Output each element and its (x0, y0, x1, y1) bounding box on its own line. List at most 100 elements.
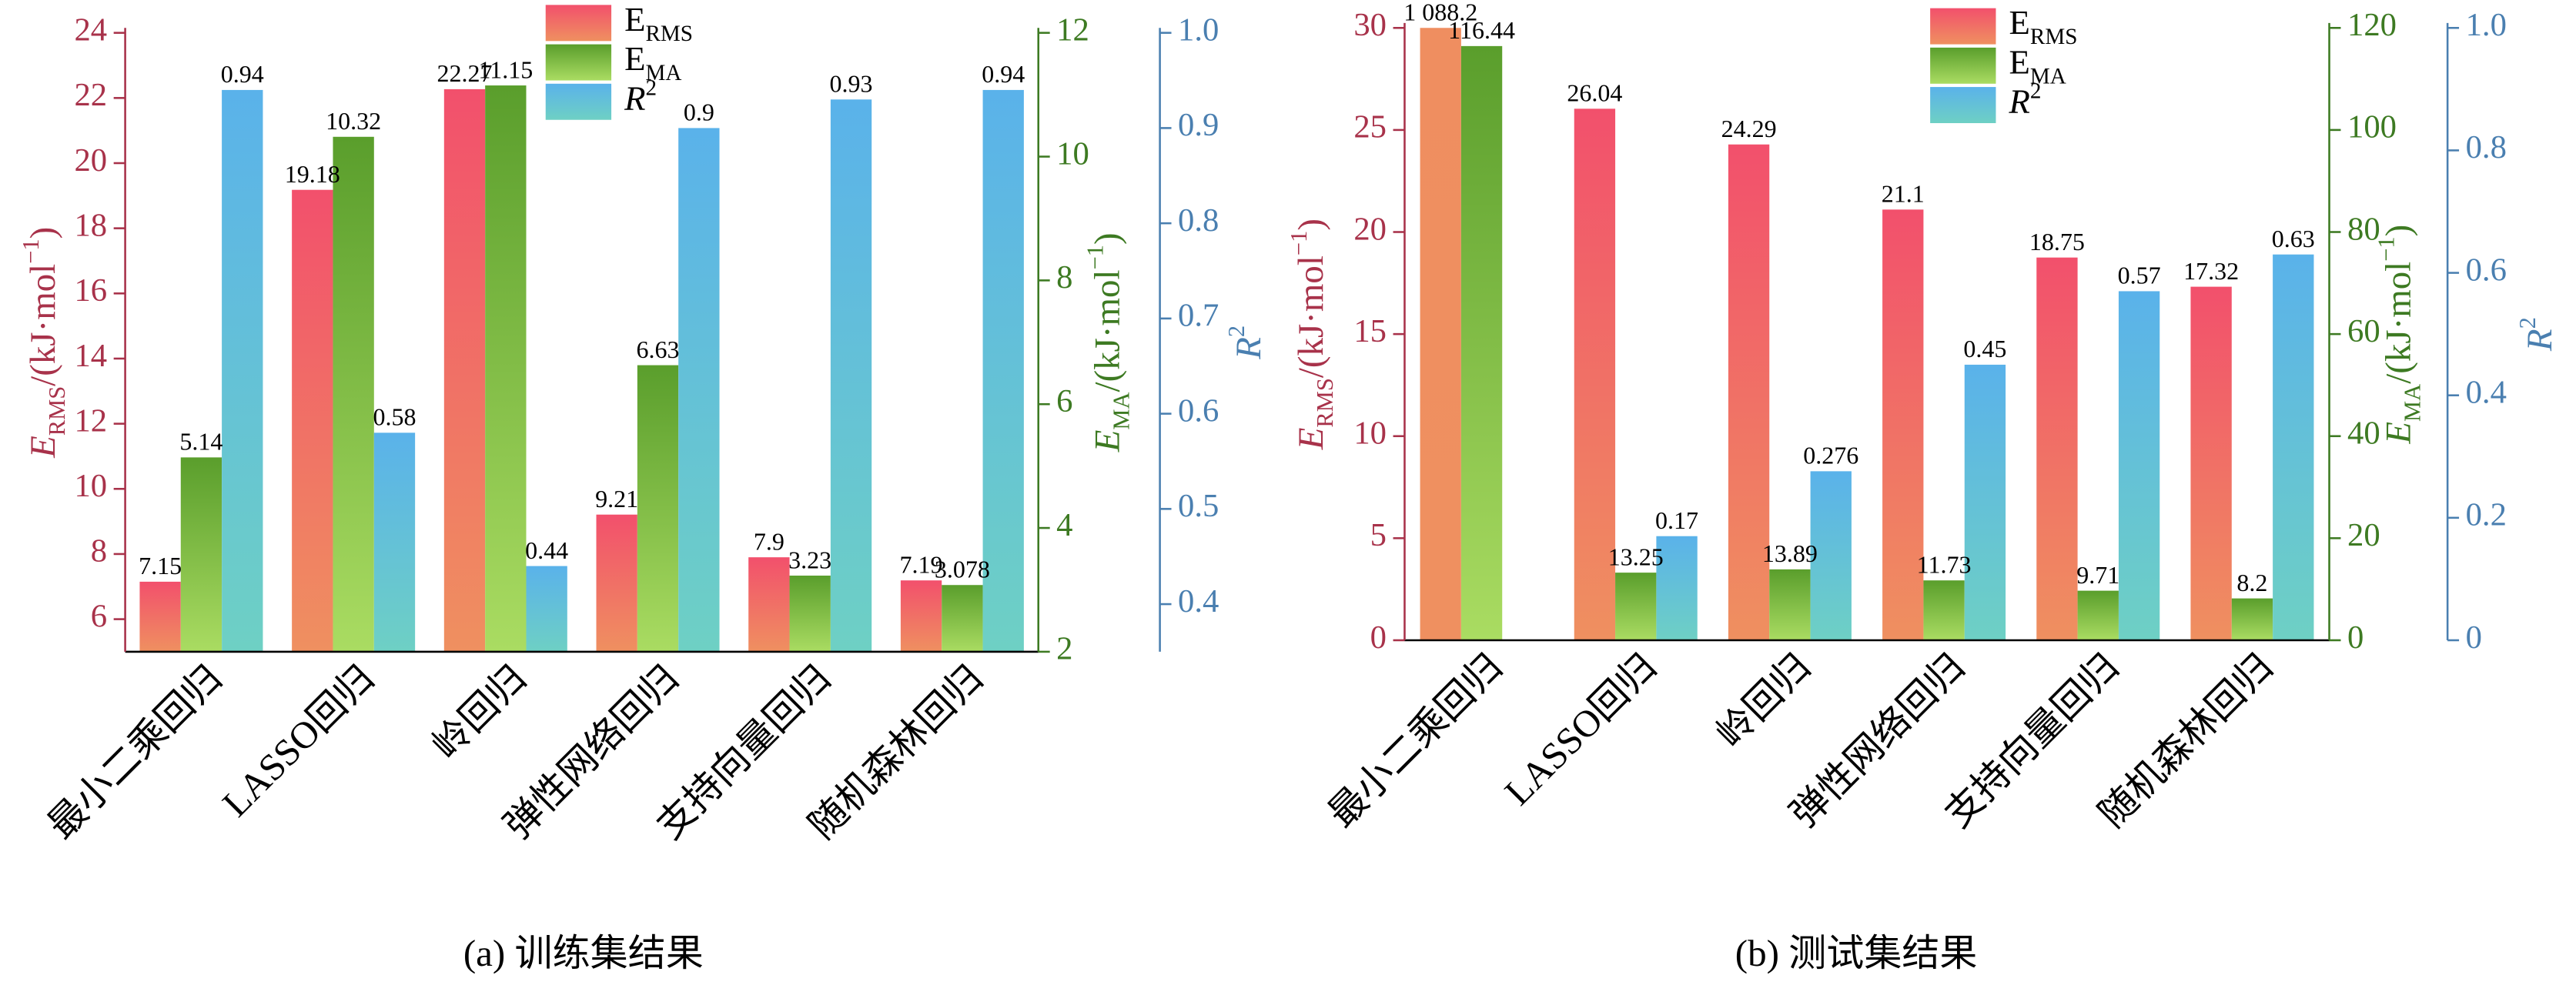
data-label: 0.93 (830, 70, 873, 98)
y-tick-label: 6 (91, 598, 107, 634)
bar (2077, 590, 2119, 640)
legend-swatch (1930, 47, 1996, 84)
text-part: E (2009, 43, 2030, 82)
y3-axis-label: R2 (2514, 317, 2560, 352)
x-tick-label: 岭回归 (1708, 646, 1818, 756)
text-part: R (624, 79, 645, 118)
y3-axis-label: R2 (1223, 326, 1269, 360)
data-label: 0.45 (1963, 335, 2006, 362)
text-part: RMS (646, 22, 694, 46)
data-label: 21.1 (1882, 180, 1925, 208)
data-label: 9.21 (595, 485, 638, 513)
bar (678, 128, 720, 652)
bars (139, 85, 1024, 652)
text-part: 2 (646, 75, 657, 100)
data-label: 9.71 (2076, 561, 2119, 589)
bar (1964, 364, 2006, 640)
data-label: 19.18 (285, 160, 340, 188)
text-part: /(kJ·mol (23, 264, 63, 386)
data-label: 26.04 (1567, 79, 1622, 107)
y3-tick-label: 0.5 (1178, 488, 1219, 524)
text-part: −1 (2373, 236, 2399, 261)
bar (1923, 580, 1965, 640)
y-tick-label: 14 (74, 338, 107, 374)
text-part: RMS (1312, 378, 1338, 427)
bar (292, 189, 333, 652)
text-part: MA (646, 61, 682, 85)
data-label: 7.9 (754, 527, 785, 555)
text-part: −1 (1082, 245, 1109, 269)
y3-tick-label: 0.6 (2466, 252, 2507, 288)
bar (2036, 257, 2078, 640)
y-tick-label: 15 (1353, 313, 1387, 349)
data-label: 17.32 (2183, 257, 2239, 285)
data-label: 8.2 (2236, 569, 2267, 596)
legend-swatch (545, 44, 612, 81)
bar (2190, 286, 2232, 640)
bar (139, 581, 181, 652)
text-part: ) (2378, 225, 2418, 237)
bar (1769, 569, 1811, 640)
bar (485, 85, 527, 652)
bar (443, 88, 486, 652)
data-label: 0.276 (1803, 442, 1858, 469)
data-label: 3.23 (788, 546, 831, 573)
y3-tick-label: 0.7 (1178, 298, 1219, 334)
bar (2231, 598, 2273, 640)
bar (830, 99, 872, 652)
bar (596, 514, 637, 652)
data-label: 0.94 (221, 60, 264, 88)
bar (1810, 471, 1852, 640)
bar (180, 457, 222, 652)
caption: (a) 训练集结果 (463, 932, 704, 974)
y2-tick-label: 40 (2347, 416, 2380, 452)
y2-axis-label: EMA/(kJ·mol−1) (1082, 232, 1135, 452)
text-part: 2 (2514, 317, 2541, 329)
x-tick-label: LASSO回归 (214, 657, 382, 825)
bar (222, 89, 263, 652)
y3-tick-label: 0.9 (1178, 107, 1219, 143)
y3-tick-label: 0.2 (2466, 497, 2507, 533)
y2-tick-label: 10 (1056, 135, 1089, 172)
legend-swatch (1930, 87, 1996, 123)
bar (1882, 209, 1924, 640)
data-label: 7.15 (139, 552, 182, 579)
text-part: 2 (1223, 326, 1250, 337)
text-part: ) (1087, 232, 1127, 245)
text-part: R (2520, 329, 2560, 352)
legend-label: R2 (624, 75, 657, 118)
text-part: MA (1109, 392, 1135, 429)
data-label: 0.57 (2118, 262, 2161, 289)
bar (1656, 536, 1698, 640)
legend-swatch (1930, 8, 1996, 45)
y-tick-label: 30 (1353, 7, 1387, 43)
bar (982, 89, 1024, 652)
y2-tick-label: 0 (2347, 619, 2364, 656)
data-label: 7.19 (900, 551, 943, 579)
bar (1460, 45, 1503, 640)
bar (1574, 109, 1616, 640)
data-label: 11.73 (1917, 550, 1972, 578)
y-tick-label: 12 (74, 402, 107, 439)
data-label: 0.17 (1655, 506, 1698, 534)
x-tick-label: 最小二乘回归 (1320, 646, 1510, 836)
data-label: 0.63 (2272, 225, 2315, 252)
y3-tick-label: 0.8 (2466, 129, 2507, 165)
data-label: 18.75 (2029, 228, 2085, 255)
y-tick-label: 8 (91, 533, 107, 569)
text-part: /(kJ·mol (2378, 262, 2418, 384)
y3-tick-label: 0.6 (1178, 392, 1219, 429)
y-tick-label: 22 (74, 77, 107, 113)
y2-axis-label: EMA/(kJ·mol−1) (2373, 225, 2425, 445)
y-axis-label: ERMS/(kJ·mol−1) (1286, 219, 1338, 450)
bar (637, 365, 679, 652)
text-part: RMS (2030, 25, 2078, 49)
bar (2273, 254, 2314, 640)
bar (2118, 291, 2160, 640)
y2-tick-label: 4 (1056, 507, 1072, 543)
data-label: 3.078 (935, 556, 990, 583)
text-part: ) (1291, 219, 1331, 231)
y3-tick-label: 0.8 (1178, 202, 1219, 239)
legend-swatch (545, 5, 612, 42)
